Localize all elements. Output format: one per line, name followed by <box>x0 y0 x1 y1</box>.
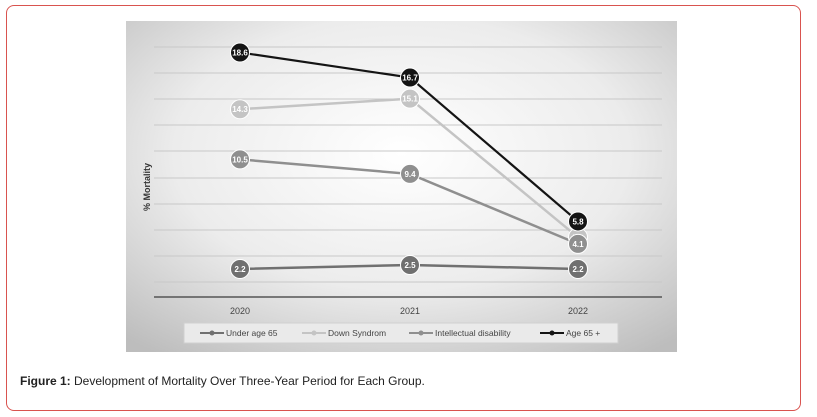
legend-entry: Age 65 + <box>540 328 600 338</box>
figure-frame <box>6 5 801 411</box>
data-label: 15.1 <box>402 95 418 104</box>
data-point <box>230 149 250 170</box>
legend-entry: Intellectual disability <box>409 328 511 338</box>
x-tick-label: 2021 <box>400 306 420 316</box>
data-label: 16.7 <box>402 74 418 83</box>
data-label: 4.1 <box>572 240 584 249</box>
chart: 2.22.52.214.315.15.210.59.44.118.616.75.… <box>126 21 677 352</box>
data-point <box>568 211 588 232</box>
data-point <box>230 42 250 63</box>
data-label: 9.4 <box>404 170 416 179</box>
data-point <box>568 233 588 254</box>
data-point <box>400 255 420 275</box>
legend-box <box>183 322 619 344</box>
data-label: 2.2 <box>234 265 246 274</box>
data-point <box>230 258 250 279</box>
chart-background <box>126 21 677 352</box>
data-label: 18.6 <box>232 48 248 57</box>
data-point <box>400 88 420 109</box>
figure-caption-label: Figure 1: <box>20 374 71 388</box>
legend-label: Under age 65 <box>226 328 278 338</box>
legend-label: Age 65 + <box>566 328 600 338</box>
data-label: 2.2 <box>572 265 584 274</box>
legend-swatch-marker <box>311 330 317 336</box>
legend-entry: Under age 65 <box>200 328 278 338</box>
data-point <box>400 163 420 184</box>
legend-label: Intellectual disability <box>435 328 511 338</box>
legend-label: Down Syndrom <box>328 328 386 338</box>
data-label: 10.5 <box>232 155 248 164</box>
data-label: 14.3 <box>232 105 248 114</box>
x-tick-label: 2020 <box>230 306 250 316</box>
data-point <box>568 258 588 279</box>
data-point <box>230 99 250 120</box>
legend-swatch-marker <box>418 330 424 336</box>
data-point <box>400 67 420 88</box>
legend-swatch-marker <box>549 330 555 336</box>
data-label: 2.5 <box>404 261 416 270</box>
legend-entry: Down Syndrom <box>302 328 386 338</box>
line-chart: 2.22.52.214.315.15.210.59.44.118.616.75.… <box>126 21 677 352</box>
data-label: 5.8 <box>572 217 584 226</box>
figure-caption-text: Development of Mortality Over Three-Year… <box>70 374 425 388</box>
legend-swatch-marker <box>209 330 215 336</box>
figure-caption: Figure 1: Development of Mortality Over … <box>20 374 425 388</box>
x-tick-label: 2022 <box>568 306 588 316</box>
y-axis-label: % Mortality <box>142 163 152 211</box>
